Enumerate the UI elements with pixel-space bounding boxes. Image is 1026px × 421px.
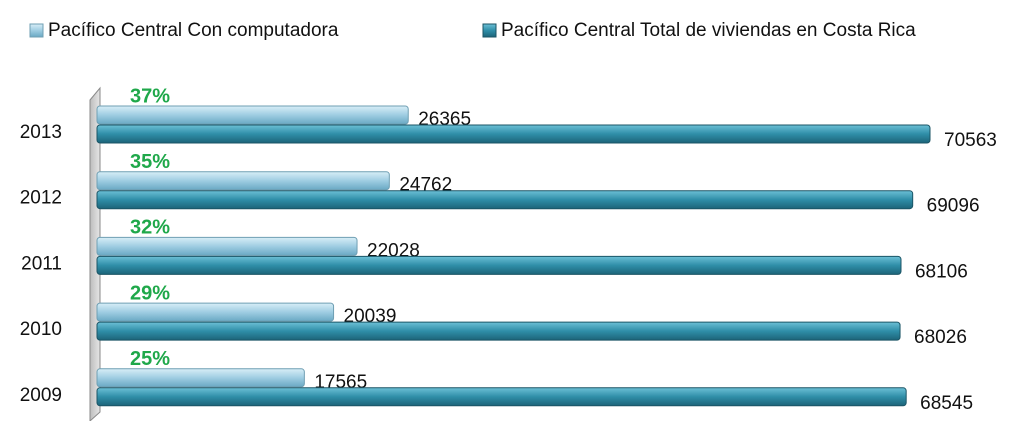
y-tick-label: 2010	[20, 319, 62, 340]
bar	[96, 124, 931, 144]
y-tick-label: 2009	[20, 385, 62, 406]
annotation: 29%	[130, 282, 170, 304]
annotation: 35%	[130, 151, 170, 173]
annotation: 37%	[130, 85, 170, 107]
legend-swatch	[482, 23, 497, 38]
bar	[96, 171, 390, 191]
bar	[96, 236, 358, 256]
data-label: 68026	[914, 327, 967, 348]
y-tick-label: 2012	[20, 188, 62, 209]
data-label: 68545	[920, 393, 973, 414]
bar	[96, 302, 335, 322]
bar	[96, 368, 305, 388]
bar	[96, 321, 901, 341]
data-label: 69096	[927, 196, 980, 217]
bar	[96, 105, 409, 125]
bar	[96, 387, 907, 407]
legend-label: Pacífico Central Total de viviendas en C…	[501, 20, 916, 41]
bar	[96, 190, 914, 210]
data-label: 70563	[944, 130, 997, 151]
legend-label: Pacífico Central Con computadora	[48, 20, 339, 41]
annotation: 25%	[130, 348, 170, 370]
y-tick-label: 2011	[21, 253, 62, 274]
y-tick-label: 2013	[20, 122, 62, 143]
bar	[96, 255, 902, 275]
legend-swatch	[29, 23, 44, 38]
data-label: 68106	[915, 261, 968, 282]
annotation: 32%	[130, 217, 170, 239]
